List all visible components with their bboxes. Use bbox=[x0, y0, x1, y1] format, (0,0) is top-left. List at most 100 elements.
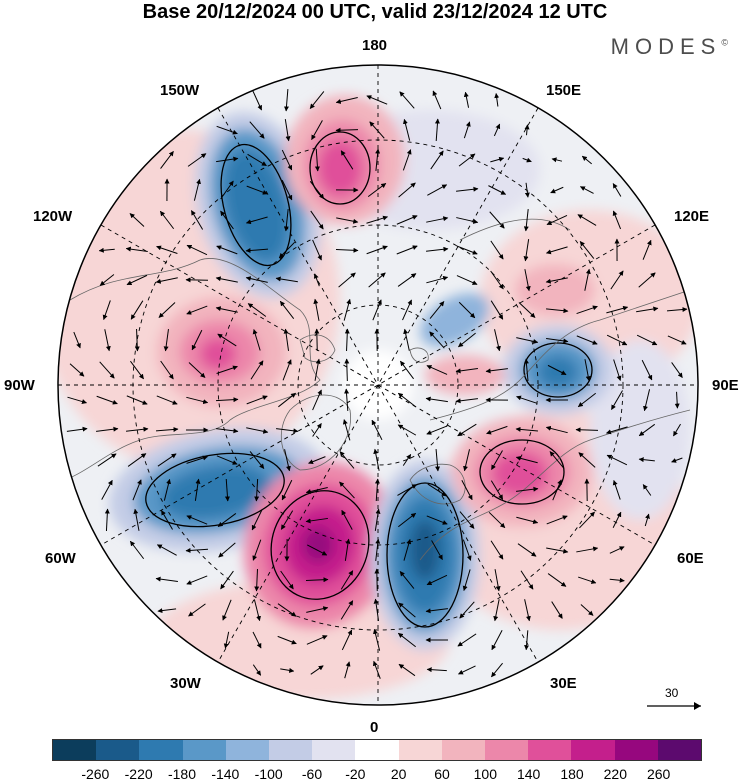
wind-vector-arrow bbox=[314, 328, 320, 352]
contour bbox=[386, 482, 464, 628]
wind-vector-arrow bbox=[281, 479, 293, 501]
wind-vector-arrow bbox=[335, 127, 359, 133]
wind-vector-arrow bbox=[489, 211, 505, 229]
low-center-60w bbox=[160, 464, 270, 520]
wind-vector-arrow bbox=[127, 453, 147, 467]
wind-vector-arrow bbox=[216, 365, 238, 375]
wind-vector-arrow bbox=[341, 629, 353, 651]
wind-vector-arrow bbox=[344, 328, 350, 352]
wind-vector-arrow bbox=[306, 606, 329, 613]
wind-vector-arrow bbox=[397, 392, 416, 408]
map-title: Base 20/12/2024 00 UTC, valid 23/12/2024… bbox=[142, 1, 608, 23]
wind-vector-arrow bbox=[280, 667, 295, 673]
high-center-125e bbox=[515, 264, 595, 316]
wind-vector-arrow bbox=[252, 631, 262, 649]
colorbar-swatch bbox=[269, 740, 313, 760]
wind-vector-arrow bbox=[612, 183, 622, 197]
wind-vector-arrow bbox=[636, 306, 659, 313]
wind-vector-arrow bbox=[246, 427, 269, 434]
wind-vector-arrow bbox=[278, 241, 296, 259]
lon-label-0: 0 bbox=[370, 719, 379, 736]
wind-vector-arrow bbox=[461, 480, 473, 501]
low-center-150w bbox=[223, 148, 289, 262]
wind-vector-arrow bbox=[397, 484, 417, 496]
wind-vector-arrow bbox=[335, 247, 359, 253]
wind-vector-arrow bbox=[220, 180, 234, 200]
wind-vector-arrow bbox=[251, 509, 263, 531]
wind-vector-arrow bbox=[671, 362, 683, 378]
colorbar-tick-label: -20 bbox=[345, 766, 366, 782]
wind-vector-arrow bbox=[577, 214, 597, 226]
wind-vector-arrow bbox=[636, 334, 658, 346]
wind-vector-arrow bbox=[314, 148, 320, 172]
wind-vector-arrow bbox=[547, 364, 567, 376]
wind-vector-arrow bbox=[546, 214, 568, 226]
wind-vector-arrow bbox=[551, 601, 563, 619]
wind-vector-arrow bbox=[402, 453, 412, 466]
wind-vector-arrow bbox=[398, 663, 416, 677]
wind-vector-arrow bbox=[584, 359, 591, 382]
colorbar-swatch bbox=[139, 740, 183, 760]
wind-vector-arrow bbox=[366, 245, 388, 255]
wind-vector-arrow bbox=[96, 426, 119, 432]
wind-vector-arrow bbox=[463, 91, 470, 108]
low-center-95e bbox=[538, 356, 578, 388]
wind-vector-arrow bbox=[104, 508, 110, 532]
wind-vector-arrow bbox=[403, 328, 410, 351]
wind-vector-arrow bbox=[432, 90, 442, 110]
wind-vector-arrow bbox=[250, 360, 264, 380]
wind-vector-arrow bbox=[397, 632, 416, 648]
wind-vector-arrow bbox=[186, 575, 208, 585]
map-frame bbox=[57, 64, 699, 706]
colorbar-tick-label: 220 bbox=[603, 766, 628, 782]
wind-vector-arrow bbox=[403, 538, 412, 561]
wind-vector-arrow bbox=[217, 333, 237, 347]
wind-vector-arrow bbox=[368, 272, 386, 288]
wind-vector-arrow bbox=[310, 665, 324, 675]
wind-vector-arrow bbox=[515, 426, 538, 432]
wind-vector-arrow bbox=[396, 245, 418, 255]
low-center-10e bbox=[410, 520, 440, 580]
wind-vector-arrow bbox=[158, 302, 176, 318]
wind-vector-arrow bbox=[373, 598, 380, 621]
wind-vector-arrow bbox=[126, 395, 148, 405]
colorbar-swatch bbox=[614, 740, 658, 760]
wind-vector-arrow bbox=[130, 300, 144, 320]
wind-vector-arrow bbox=[518, 302, 536, 318]
meridian-line bbox=[100, 224, 656, 546]
wind-vector-arrow bbox=[246, 185, 268, 195]
wind-vector-arrow bbox=[161, 510, 173, 530]
wind-vector-arrow bbox=[606, 305, 629, 314]
wind-vector-arrow bbox=[284, 449, 291, 472]
wind-vector-arrow bbox=[434, 118, 440, 142]
wind-vector-arrow bbox=[156, 544, 177, 556]
wind-vector-arrow bbox=[247, 153, 267, 167]
wind-vector-arrow bbox=[494, 93, 500, 107]
wind-vector-arrow bbox=[486, 425, 508, 435]
wind-vector-arrow bbox=[372, 299, 382, 321]
wind-vector-arrow bbox=[132, 479, 142, 501]
meridian-line bbox=[217, 107, 539, 663]
wind-vector-arrow bbox=[156, 395, 178, 405]
wind-vector-arrow bbox=[462, 569, 471, 592]
wind-vector-arrow bbox=[612, 511, 622, 528]
wind-vector-arrow bbox=[523, 358, 529, 381]
wind-vector-arrow bbox=[277, 635, 297, 645]
colorbar-swatch bbox=[312, 740, 356, 760]
wind-vector-arrow bbox=[638, 457, 655, 463]
wind-vector-arrow bbox=[455, 368, 478, 374]
anomaly-field bbox=[58, 95, 698, 700]
wind-vector-arrow bbox=[576, 305, 598, 315]
wind-vector-arrow bbox=[246, 395, 268, 405]
wind-vector-arrow bbox=[517, 543, 537, 557]
wind-vector-arrow bbox=[459, 601, 475, 619]
wind-vector-arrow bbox=[402, 299, 412, 321]
wind-vector-arrow bbox=[186, 244, 208, 256]
wind-vector-arrow bbox=[671, 457, 683, 463]
reference-arrow-icon bbox=[647, 702, 701, 710]
wind-vector-arrow bbox=[456, 275, 478, 285]
wind-vector-arrow bbox=[245, 276, 268, 283]
copyright-mark: © bbox=[721, 37, 728, 48]
brand-text: MODES bbox=[610, 34, 722, 59]
wind-vector-arrow bbox=[280, 510, 294, 530]
